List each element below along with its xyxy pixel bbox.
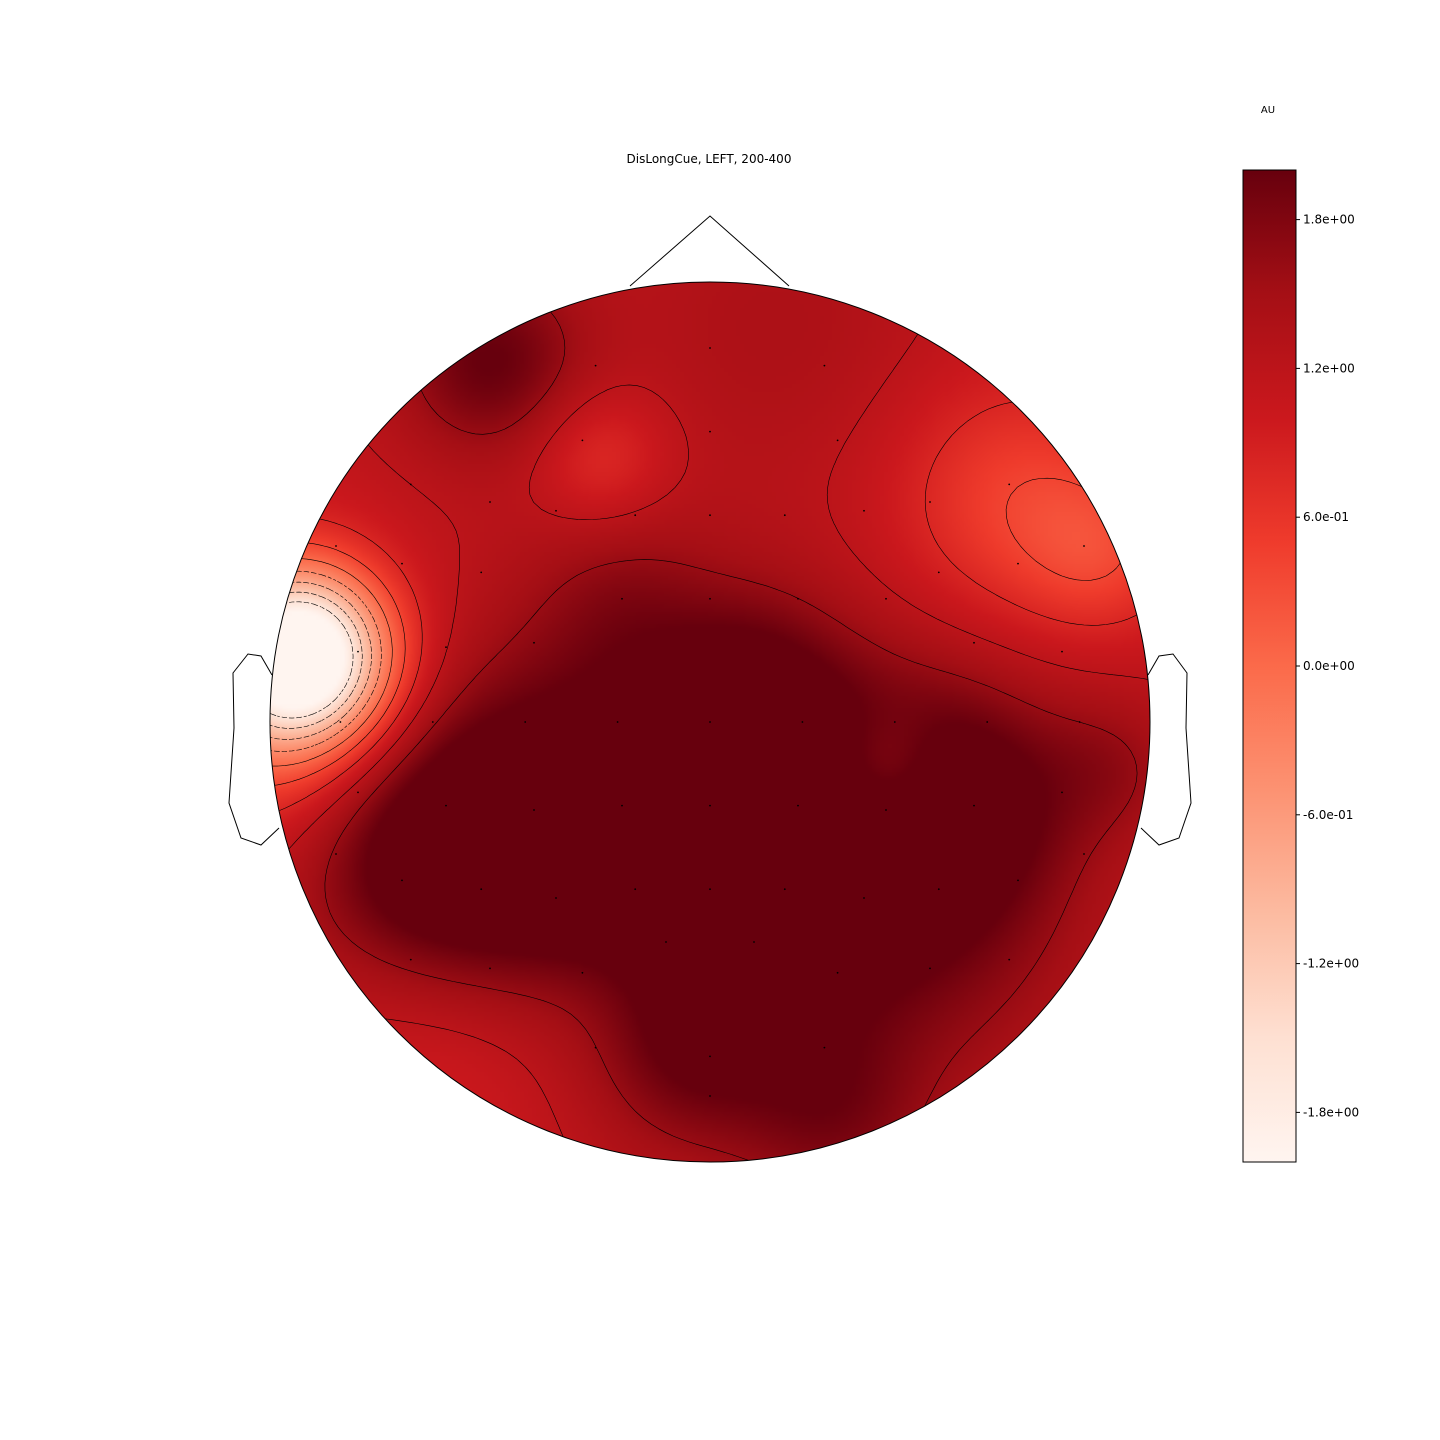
sensor-marker xyxy=(524,721,527,723)
sensor-marker xyxy=(335,853,337,855)
sensor-marker xyxy=(863,509,865,512)
sensor-marker xyxy=(1061,791,1063,794)
contour-line xyxy=(270,570,382,752)
sensor-marker xyxy=(885,597,887,600)
sensor-marker xyxy=(634,514,637,517)
head-outline xyxy=(228,215,1192,846)
colorbar-tick-label: 0.0e+00 xyxy=(1303,659,1355,673)
sensor-marker xyxy=(823,1046,826,1049)
sensor-marker xyxy=(885,809,887,811)
sensor-marker xyxy=(753,941,755,943)
sensor-marker xyxy=(401,562,403,565)
sensor-marker xyxy=(709,888,711,891)
sensor-marker xyxy=(401,879,403,882)
sensor-marker xyxy=(555,897,557,899)
sensor-marker xyxy=(801,721,804,723)
colorbar-tick-label: -1.8e+00 xyxy=(1303,1105,1359,1119)
sensor-marker xyxy=(986,721,989,723)
sensor-marker xyxy=(836,439,839,442)
sensor-marker xyxy=(594,364,597,367)
sensor-marker xyxy=(1061,650,1063,653)
sensor-marker xyxy=(357,650,359,653)
sensor-marker xyxy=(783,888,786,891)
sensor-marker xyxy=(1017,562,1019,565)
topomap-plot xyxy=(269,281,1151,1163)
sensor-marker xyxy=(555,509,557,512)
sensor-marker xyxy=(445,646,447,649)
sensor-marker xyxy=(621,597,623,600)
sensor-marker xyxy=(339,721,342,723)
nose-outline xyxy=(629,215,790,287)
sensor-marker xyxy=(1078,721,1081,723)
sensor-marker xyxy=(581,971,584,974)
sensor-marker xyxy=(594,1046,597,1049)
sensor-marker xyxy=(929,501,931,503)
sensor-marker xyxy=(581,439,584,442)
colorbar: AU 1.8e+00 1.2e+00 6.0e-01 0.0e+00 -6.0e-01 -… xyxy=(1242,105,1359,1163)
colorbar-unit: AU xyxy=(1261,105,1275,116)
sensor-marker xyxy=(357,791,359,794)
colorbar-tick-label: -6.0e-01 xyxy=(1303,808,1353,822)
left-ear-outline xyxy=(228,653,280,846)
sensor-marker xyxy=(489,967,491,970)
sensor-marker xyxy=(709,721,711,723)
sensor-marker xyxy=(709,804,711,807)
sensor-marker xyxy=(709,1095,711,1097)
sensor-marker xyxy=(1008,958,1011,961)
colorbar-tick-label: 1.2e+00 xyxy=(1303,361,1355,375)
sensor-marker xyxy=(480,571,483,574)
sensor-marker xyxy=(616,721,619,723)
sensor-marker xyxy=(973,804,975,807)
sensor-marker xyxy=(709,597,711,600)
sensor-marker xyxy=(937,571,940,574)
sensor-marker xyxy=(1083,853,1085,855)
sensor-marker xyxy=(836,971,839,974)
colorbar-tick-label: -1.2e+00 xyxy=(1303,957,1359,971)
sensor-marker xyxy=(863,897,865,899)
colorbar-tick-label: 1.8e+00 xyxy=(1303,213,1355,227)
head-circle xyxy=(269,281,1151,1163)
sensor-marker xyxy=(929,967,931,970)
sensor-marker xyxy=(1008,483,1011,486)
sensor-marker xyxy=(480,888,483,891)
sensor-marker xyxy=(445,804,447,807)
colorbar-gradient xyxy=(1242,169,1297,1163)
sensor-marker xyxy=(409,958,412,961)
colorbar-ticks: 1.8e+00 1.2e+00 6.0e-01 0.0e+00 -6.0e-01 -1.2… xyxy=(1296,213,1359,1119)
right-ear-outline xyxy=(1140,653,1192,846)
chart-title: DisLongCue, LEFT, 200-400 xyxy=(627,152,792,166)
sensor-marker xyxy=(709,1055,711,1058)
sensor-marker xyxy=(533,809,535,811)
sensor-marker xyxy=(797,597,799,600)
colorbar-tick-label: 6.0e-01 xyxy=(1303,510,1349,524)
sensor-marker xyxy=(621,804,623,807)
sensor-marker xyxy=(783,514,786,517)
sensor-marker xyxy=(1017,879,1019,882)
sensor-marker xyxy=(709,514,711,517)
sensor-marker xyxy=(973,641,975,644)
sensor-marker xyxy=(709,347,711,349)
sensor-marker xyxy=(1083,545,1085,547)
sensor-marker xyxy=(665,941,667,943)
sensor-marker xyxy=(409,483,412,486)
sensor-marker xyxy=(709,430,711,433)
sensor-marker xyxy=(797,804,799,807)
sensor-marker xyxy=(823,364,826,367)
sensor-marker xyxy=(489,501,491,503)
sensor-marker xyxy=(634,888,637,891)
sensor-marker xyxy=(533,641,535,644)
sensor-marker xyxy=(893,721,896,723)
sensor-marker xyxy=(335,545,337,547)
sensor-marker xyxy=(937,888,940,891)
sensor-marker xyxy=(431,721,434,723)
sensor-markers xyxy=(335,347,1085,1097)
contour-line xyxy=(270,591,363,729)
